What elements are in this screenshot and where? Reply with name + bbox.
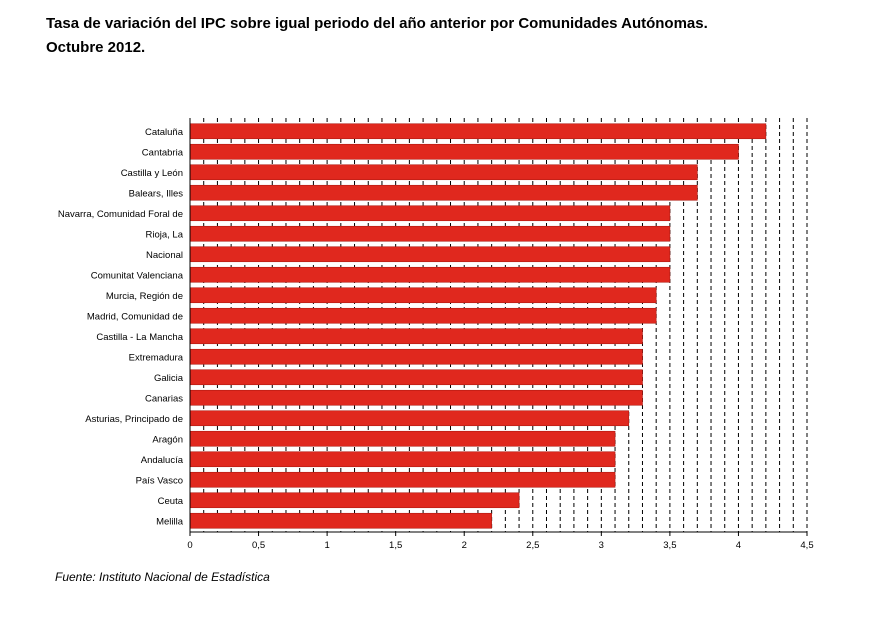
category-label: Galicia (154, 373, 184, 384)
chart-title-line2: Octubre 2012. (46, 39, 146, 56)
x-tick-label: 4,5 (800, 540, 813, 551)
category-label: Ceuta (158, 496, 184, 507)
x-tick-label: 2,5 (526, 540, 539, 551)
bar (189, 471, 616, 488)
category-label: Cataluña (145, 127, 184, 138)
category-label: País Vasco (136, 475, 183, 486)
bar (189, 164, 698, 181)
x-tick-label: 1 (324, 540, 329, 551)
bar (189, 348, 643, 365)
bar (189, 430, 616, 447)
bar (189, 246, 671, 263)
category-label: Cantabria (142, 147, 184, 158)
chart-title: Tasa de variación del IPC sobre igual pe… (46, 12, 836, 60)
category-label: Murcia, Región de (106, 291, 183, 302)
bar (189, 307, 657, 324)
bar (189, 143, 739, 160)
category-label: Asturias, Principado de (85, 414, 183, 425)
x-tick-label: 4 (736, 540, 741, 551)
category-label: Rioja, La (146, 229, 184, 240)
bar (189, 205, 671, 222)
category-label: Balears, Illes (129, 188, 184, 199)
bar (189, 389, 643, 406)
bar (189, 492, 520, 509)
bar (189, 369, 643, 386)
bar (189, 266, 671, 283)
x-tick-label: 3 (599, 540, 604, 551)
x-tick-label: 0,5 (252, 540, 265, 551)
category-label: Castilla y León (121, 168, 183, 179)
x-tick-label: 2 (462, 540, 467, 551)
category-label: Madrid, Comunidad de (87, 311, 183, 322)
category-label: Navarra, Comunidad Foral de (58, 209, 183, 220)
bar (189, 184, 698, 201)
chart-title-line1: Tasa de variación del IPC sobre igual pe… (46, 15, 708, 32)
bar (189, 225, 671, 242)
category-label: Extremadura (129, 352, 184, 363)
category-label: Castilla - La Mancha (96, 332, 183, 343)
category-label: Nacional (146, 250, 183, 261)
x-tick-label: 3,5 (663, 540, 676, 551)
category-label: Aragón (152, 434, 183, 445)
bar (189, 512, 492, 529)
bar (189, 287, 657, 304)
bar (189, 328, 643, 345)
category-label: Andalucía (141, 455, 184, 466)
category-label: Comunitat Valenciana (91, 270, 184, 281)
category-label: Melilla (156, 516, 184, 527)
x-tick-label: 1,5 (389, 540, 402, 551)
bar (189, 410, 630, 427)
source-note: Fuente: Instituto Nacional de Estadístic… (55, 570, 270, 584)
bar (189, 123, 767, 140)
category-label: Canarias (145, 393, 183, 404)
x-tick-label: 0 (187, 540, 192, 551)
bar (189, 451, 616, 468)
